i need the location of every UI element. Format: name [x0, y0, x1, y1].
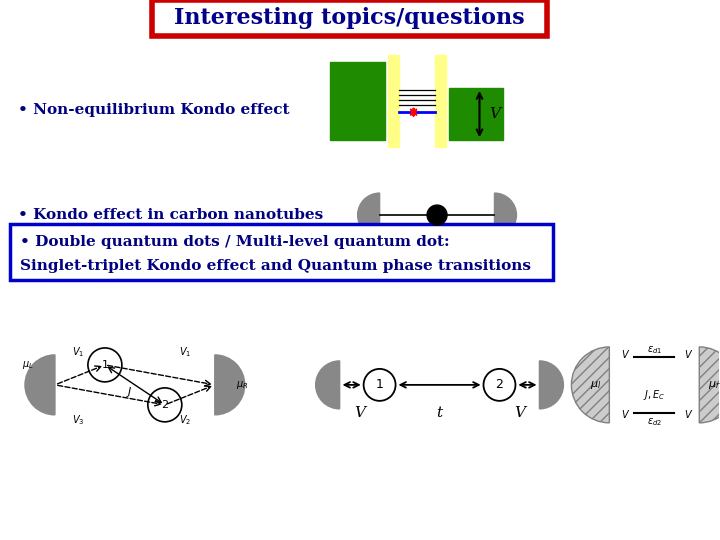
Wedge shape: [495, 193, 516, 237]
Circle shape: [484, 369, 516, 401]
Text: • Non-equilibrium Kondo effect: • Non-equilibrium Kondo effect: [18, 103, 289, 117]
Text: V: V: [684, 410, 690, 420]
Text: t: t: [436, 406, 443, 420]
Text: • Kondo effect in carbon nanotubes: • Kondo effect in carbon nanotubes: [18, 208, 323, 222]
Text: $\varepsilon_{d2}$: $\varepsilon_{d2}$: [647, 416, 662, 428]
Circle shape: [427, 205, 447, 225]
Bar: [330, 62, 384, 140]
Wedge shape: [539, 361, 564, 409]
Text: V: V: [490, 107, 500, 121]
Text: V: V: [514, 406, 525, 420]
Text: 1: 1: [376, 379, 384, 392]
Circle shape: [364, 369, 395, 401]
Bar: [435, 55, 446, 147]
Text: V: V: [621, 410, 628, 420]
Text: Singlet-triplet Kondo effect and Quantum phase transitions: Singlet-triplet Kondo effect and Quantum…: [20, 259, 531, 273]
Text: $\mu_r$: $\mu_r$: [708, 379, 720, 391]
Circle shape: [88, 348, 122, 382]
FancyBboxPatch shape: [10, 224, 554, 280]
Wedge shape: [315, 361, 340, 409]
Text: J: J: [128, 387, 132, 397]
Text: 1: 1: [102, 360, 109, 370]
Wedge shape: [572, 347, 609, 423]
Wedge shape: [358, 193, 379, 237]
Text: $V_3$: $V_3$: [72, 413, 84, 427]
Text: $V_1$: $V_1$: [179, 345, 191, 359]
Text: $\mu_L$: $\mu_L$: [22, 359, 34, 371]
Text: $J, E_C$: $J, E_C$: [643, 388, 665, 402]
Wedge shape: [215, 355, 245, 415]
Text: V: V: [354, 406, 365, 420]
Text: $V_2$: $V_2$: [179, 413, 191, 427]
Text: Interesting topics/questions: Interesting topics/questions: [174, 7, 525, 29]
Text: $\mu_l$: $\mu_l$: [590, 379, 601, 391]
Bar: [449, 88, 503, 140]
Text: • Double quantum dots / Multi-level quantum dot:: • Double quantum dots / Multi-level quan…: [20, 235, 449, 249]
Text: 2: 2: [161, 400, 168, 410]
Text: 2: 2: [495, 379, 503, 392]
Bar: [387, 55, 399, 147]
Text: V: V: [621, 350, 628, 360]
Text: $V_1$: $V_1$: [72, 345, 84, 359]
Text: V: V: [684, 350, 690, 360]
Text: $\mu_R$: $\mu_R$: [235, 379, 248, 391]
Text: $\varepsilon_{d1}$: $\varepsilon_{d1}$: [647, 344, 662, 356]
Wedge shape: [25, 355, 55, 415]
FancyBboxPatch shape: [152, 1, 547, 36]
Wedge shape: [699, 347, 720, 423]
Circle shape: [148, 388, 182, 422]
